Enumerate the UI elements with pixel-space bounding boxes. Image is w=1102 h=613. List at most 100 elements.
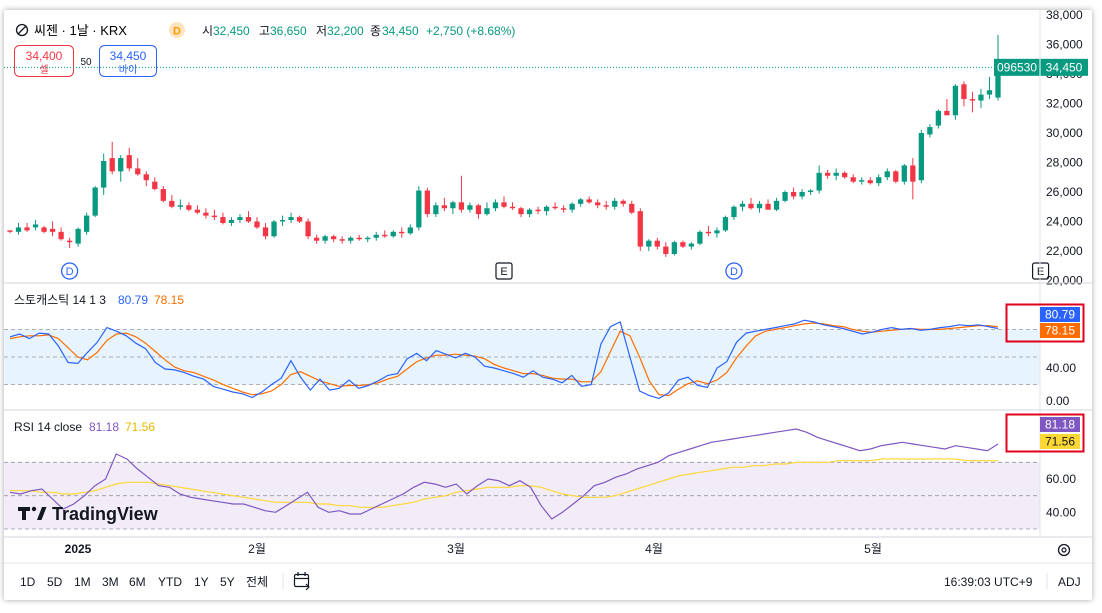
candle-body xyxy=(501,202,507,207)
price-change: +2,750 (+8.68%) xyxy=(426,24,515,38)
candle-body xyxy=(816,172,822,191)
candle-body xyxy=(629,203,635,213)
event-marker-label: D xyxy=(730,266,738,278)
candle-body xyxy=(160,189,166,201)
ohlc-low-label: 저 xyxy=(316,24,327,38)
candle-body xyxy=(595,202,601,206)
ohlc-open-label: 시 xyxy=(202,24,213,38)
candle-body xyxy=(58,231,64,240)
candle-body xyxy=(748,203,754,209)
buy-label[interactable]: 바이 xyxy=(119,64,137,76)
candle-body xyxy=(66,240,73,243)
candle-body xyxy=(382,234,388,237)
candle-body xyxy=(441,205,448,209)
timeframe-toolbar[interactable]: 1D 5D 1M 3M 6M YTD 1Y 5Y 전체 xyxy=(20,575,268,589)
price-tick-label: 38,000 xyxy=(1046,10,1083,22)
candle-body xyxy=(552,206,558,209)
candle-body xyxy=(356,237,362,240)
candle-body xyxy=(518,208,524,215)
price-tick-label: 28,000 xyxy=(1046,155,1083,169)
spread-value: 50 xyxy=(80,57,92,68)
price-tick-label: 30,000 xyxy=(1046,126,1083,140)
grid-lines xyxy=(4,328,1040,530)
axis-settings-icon[interactable] xyxy=(1057,543,1071,557)
candle-body xyxy=(322,236,328,241)
rsi-legend[interactable]: RSI 14 close 81.18 71.56 xyxy=(14,420,155,434)
candle-body xyxy=(433,205,439,215)
tradingview-logo-icon xyxy=(18,507,30,520)
candle-body xyxy=(850,177,856,182)
time-axis[interactable]: 2025 2월 3월 4월 5월 xyxy=(65,542,882,556)
symbol-header[interactable]: 씨젠 · 1날 · KRX D 시 32,450 고 36,650 저 32,2… xyxy=(15,22,516,38)
sell-button[interactable]: 34,400 셀 xyxy=(14,45,74,77)
candle-body xyxy=(416,190,422,228)
candle-body xyxy=(756,203,763,209)
price-axis[interactable]: 20,000 22,000 24,000 26,000 28,000 30,000 32,0… xyxy=(1046,10,1083,288)
candle-body xyxy=(135,168,141,175)
candle-body xyxy=(245,217,252,222)
last-price-label[interactable]: 096530 34,450 xyxy=(994,58,1088,76)
stochastic-legend[interactable]: 스토캐스틱 14 1 3 80.79 78.15 xyxy=(14,293,184,307)
time-axis-label: 3월 xyxy=(447,542,465,556)
candle-body xyxy=(825,172,831,176)
candle-body xyxy=(305,221,311,237)
buy-price[interactable]: 34,450 xyxy=(110,49,147,63)
candle-body xyxy=(75,228,81,244)
chart-canvas[interactable]: D E D E 20,000 22,000 24,000 26,000 28,000 30,00… xyxy=(4,10,1092,600)
candle-body xyxy=(373,234,379,238)
adj-toggle[interactable]: ADJ xyxy=(1058,575,1081,589)
stochastic-value-tags: 80.79 78.15 xyxy=(1005,303,1085,343)
candle-body xyxy=(935,110,942,126)
timeframe-button-전체[interactable]: 전체 xyxy=(246,575,268,589)
earnings-marker xyxy=(1031,262,1050,280)
buy-button[interactable]: 34,450 바이 xyxy=(99,45,157,77)
candle-body xyxy=(152,181,158,190)
candle-body xyxy=(782,192,788,201)
candle-body xyxy=(807,190,814,192)
rsi-ma-value: 71.56 xyxy=(125,420,155,434)
candle-body xyxy=(41,227,47,232)
time-axis-label: 2월 xyxy=(248,542,266,556)
ohlc-low-value: 32,200 xyxy=(327,24,364,38)
stochastic-d-line xyxy=(9,322,999,397)
stochastic-title[interactable]: 스토캐스틱 14 1 3 xyxy=(14,293,106,307)
candle-body xyxy=(109,158,115,172)
timeframe-button-5y[interactable]: 5Y xyxy=(220,575,235,589)
stochastic-d-tag: 78.15 xyxy=(1045,324,1075,338)
timeframe-button-3m[interactable]: 3M xyxy=(102,575,119,589)
timeframe-button-1d[interactable]: 1D xyxy=(20,575,36,589)
sell-label[interactable]: 셀 xyxy=(39,64,48,76)
candle-body xyxy=(569,203,575,210)
sell-price[interactable]: 34,400 xyxy=(26,49,63,63)
date-range-icon[interactable] xyxy=(293,572,310,591)
timeframe-button-1m[interactable]: 1M xyxy=(74,575,91,589)
candle-body xyxy=(203,212,209,216)
candle-body xyxy=(526,209,533,215)
candle-body xyxy=(186,205,192,210)
symbol-title[interactable]: 씨젠 · 1날 · KRX xyxy=(34,23,127,38)
candle-body xyxy=(424,190,430,215)
timeframe-button-ytd[interactable]: YTD xyxy=(158,575,182,589)
candle-body xyxy=(15,227,22,232)
candle-body xyxy=(697,231,703,244)
rsi-highlight-box xyxy=(1005,413,1085,453)
timeframe-button-6m[interactable]: 6M xyxy=(129,575,146,589)
price-candles[interactable] xyxy=(7,34,1001,257)
event-marker-label: D xyxy=(66,266,74,278)
candle-body xyxy=(842,172,848,178)
timeframe-button-5d[interactable]: 5D xyxy=(47,575,63,589)
chart-container[interactable]: D E D E 20,000 22,000 24,000 26,000 28,000 30,00… xyxy=(4,10,1092,600)
rsi-title[interactable]: RSI 14 close xyxy=(14,420,82,434)
stochastic-lines[interactable] xyxy=(9,319,999,400)
clock[interactable]: 16:39:03 UTC+9 xyxy=(944,575,1033,589)
rsi-tick: 60.00 xyxy=(1046,472,1076,486)
candle-body xyxy=(169,200,175,207)
time-axis-label: 2025 xyxy=(65,542,92,556)
tradingview-logo[interactable]: TradingView xyxy=(18,504,159,524)
candle-body xyxy=(705,231,712,234)
rsi-lines[interactable] xyxy=(9,428,999,520)
candle-body xyxy=(969,99,976,101)
timeframe-button-1y[interactable]: 1Y xyxy=(194,575,209,589)
candle-body xyxy=(722,217,729,231)
